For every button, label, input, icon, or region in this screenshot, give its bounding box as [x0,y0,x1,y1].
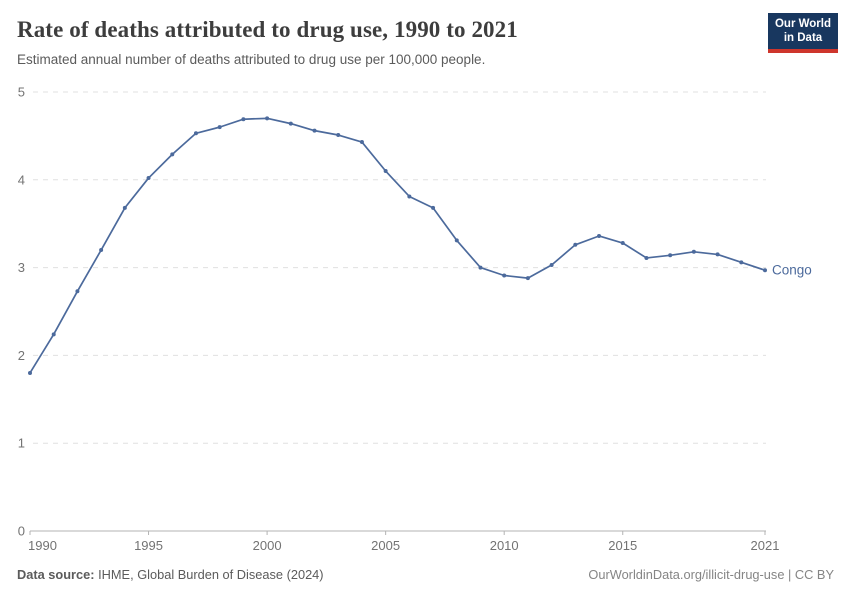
svg-text:3: 3 [18,260,25,275]
svg-text:2: 2 [18,348,25,363]
credit-link[interactable]: OurWorldinData.org/illicit-drug-use | CC… [588,567,834,582]
svg-text:1995: 1995 [134,538,163,553]
data-series-points[interactable] [28,116,767,375]
owid-logo-line2: in Data [783,31,823,44]
svg-text:2000: 2000 [253,538,282,553]
chart-subtitle: Estimated annual number of deaths attrib… [17,51,486,67]
data-source-text: IHME, Global Burden of Disease (2024) [94,567,324,582]
owid-logo: Our World in Data [768,13,838,54]
chart-title: Rate of deaths attributed to drug use, 1… [17,17,518,42]
data-source-note: Data source: IHME, Global Burden of Dise… [17,567,324,582]
chart-footer: Data source: IHME, Global Burden of Dise… [17,567,834,582]
svg-text:5: 5 [18,85,25,100]
svg-text:2010: 2010 [490,538,519,553]
svg-text:1990: 1990 [28,538,57,553]
y-axis-labels: 0 1 2 3 4 5 [18,85,25,539]
gridlines [33,91,766,444]
entity-label: Congo [772,263,812,278]
svg-text:2021: 2021 [751,538,780,553]
owid-logo-line1: Our World [774,18,831,30]
data-series-line[interactable] [29,117,766,374]
svg-text:Congo: Congo [772,263,812,278]
svg-text:0: 0 [18,524,25,539]
x-axis [29,530,766,535]
svg-text:2005: 2005 [371,538,400,553]
svg-text:2015: 2015 [608,538,637,553]
x-axis-labels: 1990 1995 2000 2005 2010 2015 2021 [28,538,779,553]
chart-header: Rate of deaths attributed to drug use, 1… [17,16,760,68]
svg-text:4: 4 [18,172,25,187]
data-source-label: Data source: [17,567,95,582]
svg-text:1: 1 [18,436,25,451]
